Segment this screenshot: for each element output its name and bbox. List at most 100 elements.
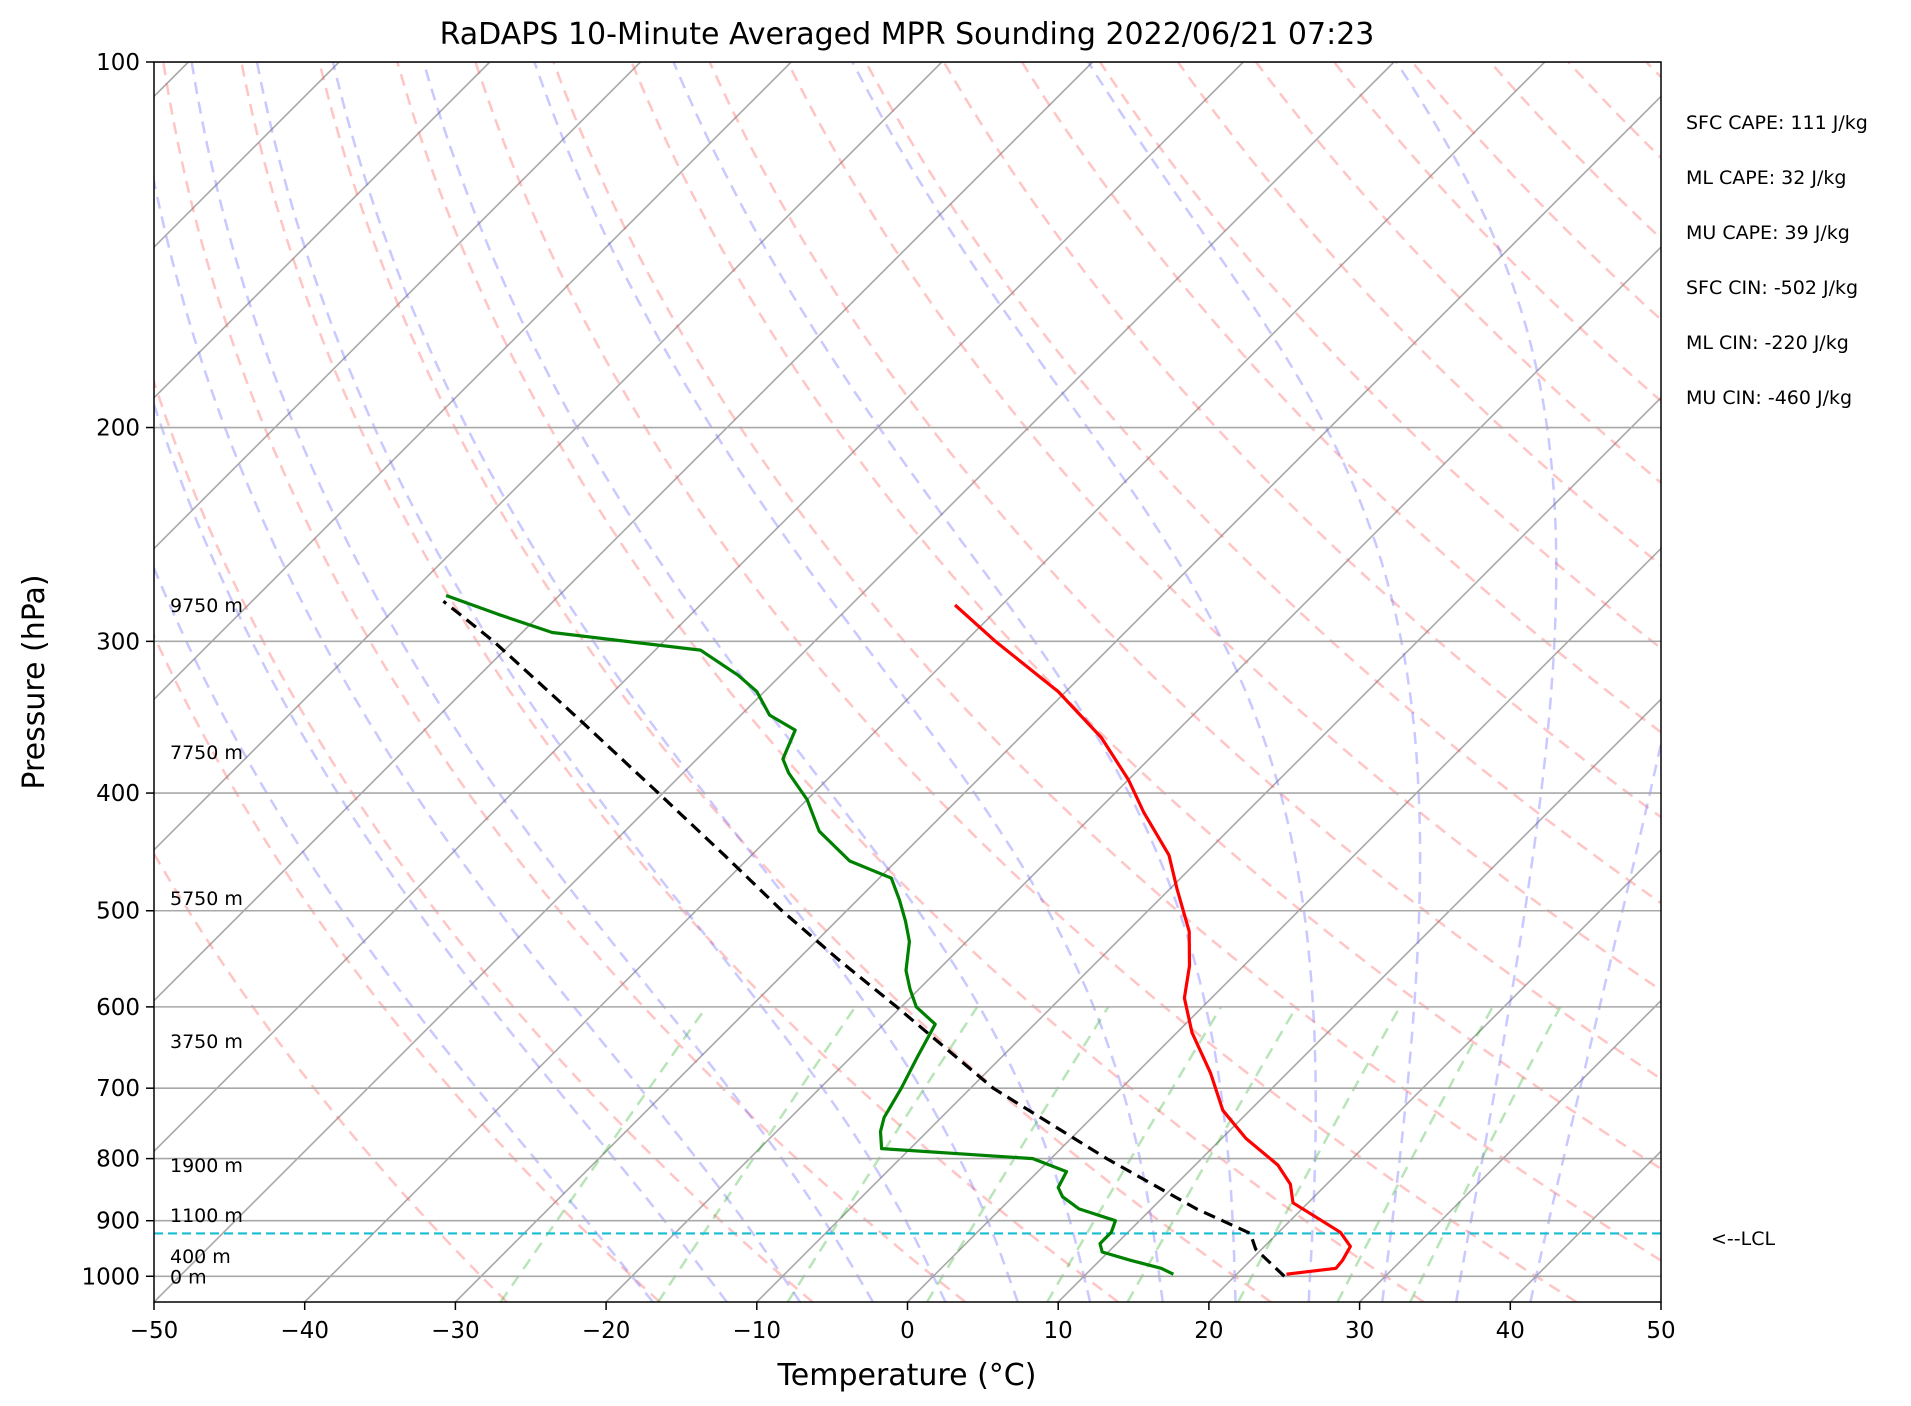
height-label: 5750 m: [170, 888, 243, 910]
dry-adiabat-line: [552, 62, 1661, 1262]
x-axis-ticks: −50 −40 −30 −20 −10 0 10 20 30 40 50: [130, 1302, 1676, 1344]
dry-adiabat-line: [786, 62, 1661, 992]
stability-index-text: MU CIN: -460 J/kg: [1686, 387, 1852, 409]
isotherm-line: [756, 396, 1661, 1302]
dry-adiabat-line: [240, 62, 1119, 1302]
x-tick-label: −30: [431, 1318, 480, 1344]
y-axis-ticks: 100 200 300 400 500 600 700 800 900 1000: [81, 50, 154, 1290]
isotherm-line: [454, 95, 1661, 1302]
moist-adiabat-line: [154, 564, 654, 1302]
dry-adiabat-line: [1333, 62, 1661, 403]
isotherm-line: [605, 245, 1661, 1302]
moist-adiabat-line: [190, 62, 874, 1302]
y-axis-label: Pressure (hPa): [17, 574, 52, 789]
y-tick-label: 400: [96, 781, 140, 807]
isotherm-line: [154, 62, 792, 701]
isotherm-line: [1057, 698, 1661, 1302]
mixing-ratio-line: [925, 1006, 1110, 1302]
x-tick-label: 10: [1044, 1318, 1073, 1344]
x-tick-label: 30: [1345, 1318, 1374, 1344]
isotherm-line: [906, 547, 1661, 1302]
height-label: 1100 m: [170, 1205, 243, 1227]
height-label: 7750 m: [170, 742, 243, 764]
height-label: 3750 m: [170, 1031, 243, 1053]
height-label: 400 m: [170, 1246, 231, 1268]
lcl-label: <--LCL: [1711, 1228, 1775, 1250]
dry-adiabat-line: [154, 851, 508, 1302]
y-tick-label: 1000: [81, 1264, 140, 1290]
sounding-profiles: [442, 593, 1353, 1278]
dry-adiabat-line: [1098, 62, 1661, 650]
moist-adiabat-line: [1395, 62, 1558, 1302]
x-tick-label: −20: [582, 1318, 631, 1344]
y-tick-label: 700: [96, 1076, 140, 1102]
isotherm-line: [304, 62, 1546, 1302]
isotherm-line: [1359, 999, 1661, 1302]
x-tick-label: −40: [280, 1318, 329, 1344]
isotherm-line: [154, 62, 943, 852]
moist-adiabat-line: [331, 62, 1019, 1302]
stability-index-text: SFC CAPE: 111 J/kg: [1686, 112, 1868, 134]
dry-adiabat-line: [396, 62, 1425, 1302]
x-tick-label: 0: [900, 1318, 915, 1344]
mixing-ratio-line: [1236, 1006, 1401, 1302]
dry-adiabat-line: [630, 62, 1661, 1171]
dry-adiabat-line: [708, 62, 1661, 1081]
y-tick-label: 600: [96, 995, 140, 1021]
x-tick-label: 40: [1496, 1318, 1525, 1344]
chart-title: RaDAPS 10-Minute Averaged MPR Sounding 2…: [440, 17, 1375, 52]
isotherm-line: [154, 62, 1395, 1302]
dry-adiabat-line: [1411, 62, 1661, 322]
stability-indices: SFC CAPE: 111 J/kg ML CAPE: 32 J/kg MU CAP…: [1686, 112, 1868, 409]
isobar-gridlines: [154, 62, 1661, 1278]
dry-adiabat-line: [154, 377, 814, 1302]
isotherm-line: [1208, 848, 1661, 1302]
height-labels: 9750 m 7750 m 5750 m 3750 m 1900 m 1100 m 400 …: [170, 595, 243, 1288]
stability-index-text: SFC CIN: -502 J/kg: [1686, 277, 1858, 299]
moist-adiabat-line: [1529, 738, 1661, 1302]
stability-index-text: MU CAPE: 39 J/kg: [1686, 222, 1850, 244]
dry-adiabat-line: [1020, 62, 1661, 734]
background-lines: [154, 62, 1661, 1302]
mixing-ratio-line: [1126, 1006, 1298, 1302]
stability-index-text: ML CIN: -220 J/kg: [1686, 332, 1849, 354]
isotherm-line: [154, 62, 1244, 1153]
height-label: 0 m: [170, 1266, 207, 1288]
dry-adiabat-line: [474, 62, 1578, 1302]
y-tick-label: 900: [96, 1209, 140, 1235]
y-tick-label: 100: [96, 50, 140, 76]
temperature-profile-line: [953, 603, 1353, 1276]
isotherm-line: [154, 62, 491, 399]
moist-adiabat-line: [422, 62, 1092, 1302]
y-tick-label: 200: [96, 416, 140, 442]
x-tick-label: 20: [1194, 1318, 1223, 1344]
x-tick-label: −50: [130, 1318, 179, 1344]
mixing-ratio-line: [657, 1006, 857, 1302]
x-tick-label: 50: [1646, 1318, 1675, 1344]
isotherm-line: [154, 62, 642, 550]
moist-adiabat-line: [154, 174, 802, 1302]
parcel-profile-line: [442, 599, 1286, 1278]
y-tick-label: 300: [96, 629, 140, 655]
height-label: 1900 m: [170, 1155, 243, 1177]
moist-adiabat-line: [1086, 62, 1422, 1302]
moist-adiabat-line: [672, 62, 1237, 1302]
x-tick-label: −10: [733, 1318, 782, 1344]
y-tick-label: 500: [96, 899, 140, 925]
mixing-ratio-line: [1046, 1006, 1223, 1302]
moist-adiabat-line: [255, 62, 947, 1302]
x-axis-label: Temperature (°C): [777, 1358, 1037, 1393]
moist-adiabat-line: [851, 62, 1318, 1302]
mixing-ratio-line: [1409, 1006, 1562, 1302]
height-label: 9750 m: [170, 595, 243, 617]
y-tick-label: 800: [96, 1147, 140, 1173]
mixing-ratio-line: [786, 1006, 979, 1302]
isotherm-line: [154, 62, 1094, 1002]
mixing-ratio-line: [1336, 1006, 1494, 1302]
moist-adiabat-line: [533, 62, 1164, 1302]
mixing-ratio-line: [499, 1006, 708, 1302]
stability-index-text: ML CAPE: 32 J/kg: [1686, 167, 1846, 189]
dry-adiabat-line: [864, 62, 1661, 905]
dewpoint-profile-line: [445, 593, 1175, 1276]
